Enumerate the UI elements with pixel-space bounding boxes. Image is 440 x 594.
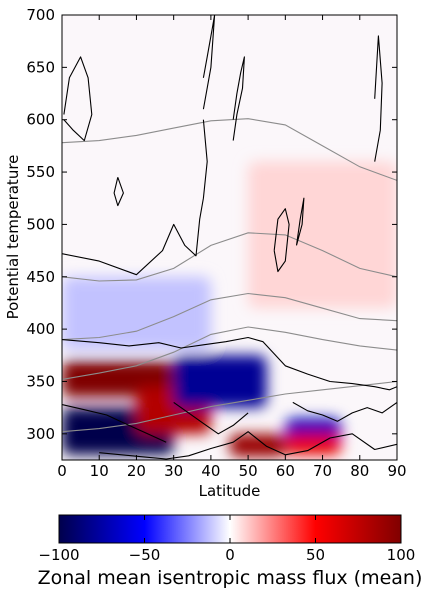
zero-contour-line [62, 336, 397, 391]
y-tick-label: 500 [26, 215, 55, 233]
colorbar: −100 −50 0 50 100 Zonal mean isentropic mass… [38, 514, 423, 589]
zero-contour-line [202, 15, 216, 110]
zero-contours [62, 15, 397, 460]
heatmap-cell-positive [229, 433, 286, 457]
x-tick-label: 40 [201, 462, 220, 480]
colorbar-tick-label: 100 [387, 546, 416, 564]
heatmap-cell-negative [173, 355, 267, 408]
zero-contour-line [292, 401, 397, 422]
colorbar-tick-label: 0 [225, 546, 235, 564]
x-tick-label: 10 [90, 462, 109, 480]
x-tick-label: 70 [313, 462, 332, 480]
x-tick-label: 50 [239, 462, 258, 480]
zero-contour-line [374, 35, 383, 162]
heatmap-cell-negative [62, 276, 211, 351]
colorbar-tick-label: −50 [129, 546, 161, 564]
colorbar-tick-label: 50 [306, 546, 325, 564]
theta-contour-line [62, 380, 397, 433]
x-tick-label: 30 [164, 462, 183, 480]
y-tick-label: 650 [26, 58, 55, 76]
colorbar-tick-label: −100 [38, 546, 79, 564]
x-tick-label: 80 [350, 462, 369, 480]
colorbar-ticks: −100 −50 0 50 100 [38, 515, 415, 564]
x-tick-label: 20 [127, 462, 146, 480]
zero-contour-line [232, 56, 245, 141]
colorbar-label: Zonal mean isentropic mass flux (mean) [38, 567, 423, 589]
theta-contour-line [62, 292, 397, 341]
y-tick-label: 450 [26, 268, 55, 286]
y-tick-label: 300 [26, 425, 55, 443]
x-tick-label: 60 [276, 462, 295, 480]
heatmap-cell-positive [248, 161, 397, 309]
theta-contour-line [62, 326, 397, 380]
plot-frame [61, 14, 398, 461]
theta-contour-line [62, 232, 397, 282]
y-tick-label: 700 [26, 6, 55, 24]
y-axis-label: Potential temperature [4, 155, 22, 320]
y-tick-label: 350 [26, 372, 55, 390]
zero-contour-line [113, 177, 124, 207]
y-tick-label: 400 [26, 320, 55, 338]
x-tick-label: 0 [57, 462, 67, 480]
zero-contour-line [62, 119, 208, 276]
zero-contour-line [295, 197, 305, 246]
theta-contour-line [62, 118, 397, 181]
y-tick-label: 600 [26, 111, 55, 129]
zero-contour-line [63, 56, 93, 142]
heatmap-panel: 0 10 20 30 40 50 60 70 80 90 300 350 400 450 500 550 60… [4, 6, 407, 500]
x-axis-label: Latitude [199, 482, 261, 500]
y-tick-label: 550 [26, 163, 55, 181]
zero-contour-line [273, 208, 290, 273]
y-axis-ticks: 300 350 400 450 500 550 600 650 700 [26, 6, 397, 443]
zero-contour-line [99, 431, 397, 460]
theta-contours [62, 118, 397, 433]
zero-contour-line [173, 401, 249, 435]
zero-contour-line [62, 403, 167, 443]
x-tick-label: 90 [387, 462, 406, 480]
x-axis-ticks: 0 10 20 30 40 50 60 70 80 90 [57, 15, 407, 480]
